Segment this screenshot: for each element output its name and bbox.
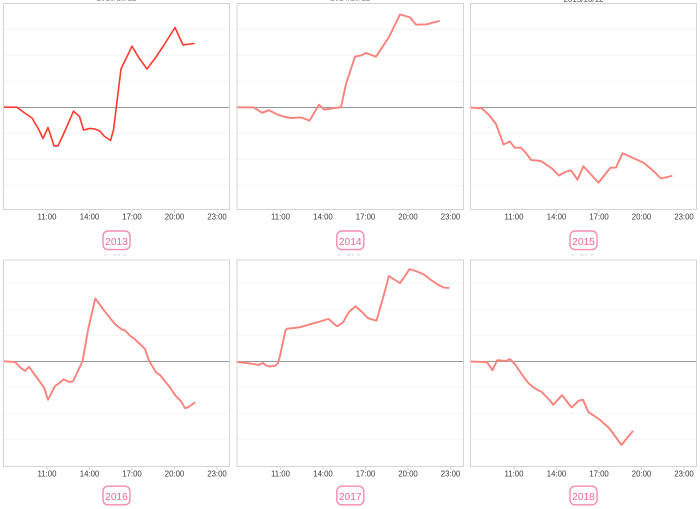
svg-text:14:00: 14:00 — [547, 213, 567, 222]
svg-text:17:00: 17:00 — [356, 470, 376, 479]
svg-text:11:00: 11:00 — [38, 213, 58, 222]
svg-text:20:00: 20:00 — [398, 470, 418, 479]
svg-text:14:00: 14:00 — [313, 213, 333, 222]
svg-text:23:00: 23:00 — [674, 213, 694, 222]
svg-text:2015/10/12: 2015/10/12 — [563, 0, 604, 4]
svg-text:17:00: 17:00 — [589, 213, 609, 222]
svg-text:23:00: 23:00 — [674, 470, 694, 479]
svg-text:2015: 2015 — [572, 237, 595, 248]
svg-text:20:00: 20:00 — [398, 213, 418, 222]
svg-text:20:00: 20:00 — [165, 470, 185, 479]
svg-text:2014: 2014 — [339, 237, 362, 248]
svg-text:2018: 2018 — [572, 492, 595, 503]
svg-text:11:00: 11:00 — [271, 213, 291, 222]
svg-text:11:00: 11:00 — [505, 213, 525, 222]
svg-text:23:00: 23:00 — [441, 470, 461, 479]
svg-text:17:00: 17:00 — [589, 470, 609, 479]
svg-text:14:00: 14:00 — [80, 213, 100, 222]
svg-text:2016: 2016 — [105, 492, 128, 503]
svg-text:14:00: 14:00 — [313, 470, 333, 479]
svg-text:14:00: 14:00 — [547, 470, 567, 479]
svg-text:2013/10/12: 2013/10/12 — [96, 0, 137, 3]
svg-text:2017: 2017 — [339, 492, 362, 503]
svg-text:14:00: 14:00 — [80, 470, 100, 479]
svg-text:11:00: 11:00 — [38, 470, 58, 479]
svg-text:11:00: 11:00 — [271, 470, 291, 479]
svg-text:20:00: 20:00 — [632, 213, 652, 222]
svg-text:2014/10/12: 2014/10/12 — [330, 0, 371, 3]
svg-text:17:00: 17:00 — [356, 213, 376, 222]
svg-text:20:00: 20:00 — [165, 213, 185, 222]
svg-text:23:00: 23:00 — [207, 470, 227, 479]
svg-text:23:00: 23:00 — [207, 213, 227, 222]
svg-text:2013: 2013 — [105, 237, 128, 248]
svg-text:23:00: 23:00 — [441, 213, 461, 222]
svg-text:17:00: 17:00 — [122, 470, 142, 479]
svg-text:17:00: 17:00 — [122, 213, 142, 222]
svg-text:20:00: 20:00 — [632, 470, 652, 479]
svg-text:11:00: 11:00 — [505, 470, 525, 479]
